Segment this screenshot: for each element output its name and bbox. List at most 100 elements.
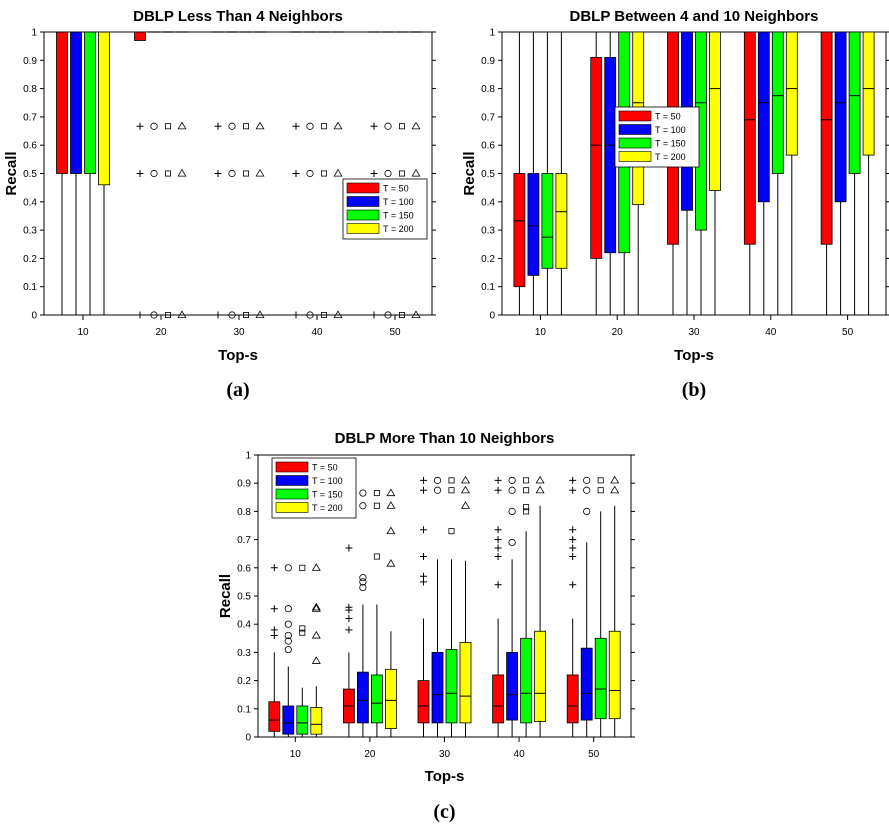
outlier-square xyxy=(448,477,455,484)
box-100-50 xyxy=(382,31,394,319)
box-body xyxy=(431,652,444,724)
outlier-circle xyxy=(284,605,292,613)
y-tick-label: 0.8 xyxy=(481,84,495,95)
outlier-triangle xyxy=(311,563,321,571)
outlier-plus xyxy=(569,536,577,544)
box-body xyxy=(84,31,96,174)
outlier-plus xyxy=(292,170,300,177)
box-100-50 xyxy=(834,31,847,315)
legend-label: T = 50 xyxy=(312,463,338,473)
outlier-circle xyxy=(284,637,292,645)
outlier-triangle xyxy=(535,475,545,484)
outlier-triangle xyxy=(460,485,471,494)
y-tick-label: 0.5 xyxy=(237,592,251,603)
box-50-40 xyxy=(290,31,302,319)
outlier-square xyxy=(523,487,530,494)
box-200-50 xyxy=(410,31,422,318)
y-tick-label: 0.4 xyxy=(481,197,495,208)
y-tick-label: 0.9 xyxy=(23,56,37,67)
y-tick-label: 0.2 xyxy=(237,676,251,687)
outlier-plus xyxy=(569,581,577,589)
outlier-square xyxy=(164,170,171,177)
box-200-30 xyxy=(459,475,472,737)
chart-title: DBLP Less Than 4 Neighbors xyxy=(133,8,343,25)
box-50-30 xyxy=(667,31,679,315)
outlier-plus xyxy=(345,544,353,552)
outlier-square xyxy=(373,490,380,497)
outlier-circle xyxy=(228,311,236,319)
legend-swatch xyxy=(346,223,380,234)
box-body xyxy=(608,630,621,720)
legend-label: T = 50 xyxy=(655,112,681,122)
outlier-plus xyxy=(494,486,502,494)
box-body xyxy=(282,705,295,735)
x-axis-label: Top-s xyxy=(674,347,714,364)
y-tick-label: 0.7 xyxy=(23,112,37,123)
outlier-triangle xyxy=(386,526,396,535)
outlier-square xyxy=(320,123,327,130)
box-body xyxy=(594,637,607,720)
outlier-square xyxy=(373,502,380,509)
outlier-plus xyxy=(494,536,502,544)
box-body xyxy=(534,630,546,722)
panel-caption: (b) xyxy=(682,379,706,401)
box-body xyxy=(527,173,540,276)
x-axis-label: Top-s xyxy=(218,347,258,364)
outlier-triangle xyxy=(411,310,421,318)
box-200-10 xyxy=(310,563,323,737)
outlier-plus xyxy=(214,122,222,130)
box-50-10 xyxy=(513,32,526,315)
y-tick-label: 0.1 xyxy=(23,282,37,293)
outlier-square xyxy=(398,123,405,130)
outlier-circle xyxy=(359,574,367,582)
outlier-square xyxy=(373,553,380,560)
outlier-triangle xyxy=(386,488,396,497)
box-body xyxy=(492,674,505,724)
box-200-40 xyxy=(332,31,344,318)
box-150-20 xyxy=(618,31,631,315)
y-tick-label: 0.7 xyxy=(481,112,495,123)
outlier-triangle xyxy=(460,475,471,484)
box-50-20 xyxy=(342,544,355,737)
box-body xyxy=(785,31,798,156)
outlier-circle xyxy=(306,311,314,319)
outlier-triangle xyxy=(255,168,265,177)
outlier-circle xyxy=(384,311,392,319)
outlier-triangle xyxy=(177,168,187,177)
y-tick-label: 0.6 xyxy=(23,141,37,152)
outlier-triangle xyxy=(535,485,545,494)
legend-swatch xyxy=(618,124,652,135)
box-150-30 xyxy=(240,31,252,318)
y-tick-label: 0.1 xyxy=(481,282,495,293)
x-tick-label: 10 xyxy=(535,327,547,338)
outlier-plus xyxy=(420,476,427,484)
box-200-40 xyxy=(534,475,546,737)
box-150-10 xyxy=(84,31,96,315)
outlier-circle xyxy=(284,631,292,640)
y-tick-label: 0.6 xyxy=(481,141,495,152)
outlier-plus xyxy=(345,626,353,634)
box-body xyxy=(566,674,579,724)
box-body xyxy=(757,31,770,203)
y-tick-label: 0.5 xyxy=(23,169,37,180)
outlier-circle xyxy=(150,311,158,319)
legend-swatch xyxy=(346,209,380,221)
box-50-10 xyxy=(268,564,281,737)
legend-label: T = 150 xyxy=(655,139,686,149)
outlier-triangle xyxy=(460,501,471,509)
box-body xyxy=(590,57,603,259)
x-tick-label: 50 xyxy=(842,327,854,338)
box-100-20 xyxy=(604,32,617,315)
box-200-10 xyxy=(98,31,110,315)
outlier-circle xyxy=(508,476,516,484)
legend: T = 50 T = 100 T = 150 T = 200 xyxy=(342,178,428,240)
outlier-square xyxy=(299,625,306,632)
outlier-triangle xyxy=(311,604,321,612)
outlier-circle xyxy=(228,122,236,130)
outlier-plus xyxy=(292,311,300,319)
outlier-square xyxy=(597,477,604,484)
outlier-circle xyxy=(433,476,442,484)
outlier-square xyxy=(523,504,530,511)
outlier-square xyxy=(299,629,306,636)
outlier-circle xyxy=(150,122,158,130)
